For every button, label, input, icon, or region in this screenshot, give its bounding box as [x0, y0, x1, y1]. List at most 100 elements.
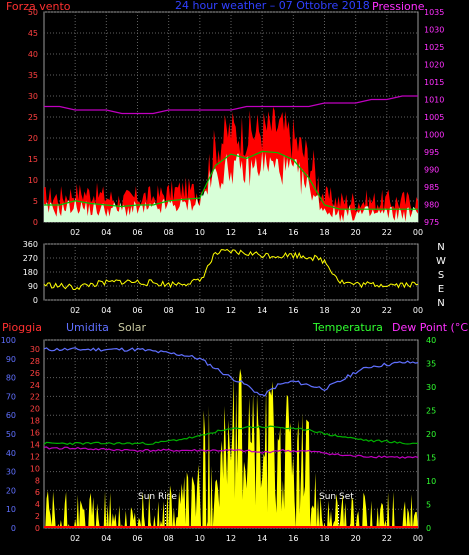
- wind-y-tick: 30: [28, 92, 38, 101]
- humidity-y-tick: 40: [6, 449, 16, 458]
- direction-y-tick: 90: [28, 282, 38, 291]
- rain-y-tick: 14: [30, 440, 40, 449]
- wind-x-tick: 10: [195, 228, 205, 237]
- climate-x-tick: 20: [351, 534, 361, 543]
- rain-y-tick: 2: [35, 512, 40, 521]
- humidity-label: Umidita: [66, 321, 109, 334]
- temperature-y-tick: 0: [426, 524, 431, 533]
- humidity-y-tick: 10: [6, 505, 16, 514]
- pressure-line: [44, 95, 418, 115]
- wind-x-tick: 16: [288, 228, 298, 237]
- pressure-y-tick: 985: [424, 183, 439, 192]
- rain-y-tick: 26: [30, 369, 40, 378]
- pressure-y-tick: 1005: [424, 113, 444, 122]
- direction-y-tick: 180: [23, 268, 38, 277]
- climate-x-tick: 14: [257, 534, 267, 543]
- rain-label: Pioggia: [2, 321, 42, 334]
- climate-x-tick: 12: [226, 534, 236, 543]
- wind-x-tick: 12: [226, 228, 236, 237]
- temperature-y-tick: 25: [426, 407, 436, 416]
- wind-y-tick: 35: [28, 71, 38, 80]
- climate-x-tick: 22: [382, 534, 392, 543]
- chart-title: 24 hour weather – 07 Ottobre 2018: [175, 0, 370, 12]
- pressure-y-tick: 1010: [424, 96, 444, 105]
- wind-avg-area: [44, 151, 418, 222]
- wind-x-tick: 18: [319, 228, 329, 237]
- temperature-y-tick: 35: [426, 360, 436, 369]
- direction-y-tick: 0: [33, 296, 38, 305]
- pressure-y-tick: 1015: [424, 78, 444, 87]
- direction-x-tick: 18: [319, 306, 329, 315]
- pressure-y-tick: 1030: [424, 26, 444, 35]
- wind-x-tick: 14: [257, 228, 267, 237]
- wind-y-tick: 45: [28, 29, 38, 38]
- pressure-y-tick: 980: [424, 201, 439, 210]
- pressure-y-tick: 1020: [424, 61, 444, 70]
- humidity-line: [43, 347, 419, 397]
- compass-letter: S: [438, 270, 444, 281]
- pressure-axis-label: Pressione: [372, 0, 425, 13]
- rain-y-tick: 10: [30, 464, 40, 473]
- direction-x-tick: 20: [351, 306, 361, 315]
- pressure-y-tick: 975: [424, 218, 439, 227]
- rain-y-tick: 24: [30, 381, 40, 390]
- climate-x-tick: 18: [319, 534, 329, 543]
- rain-y-tick: 16: [30, 429, 40, 438]
- wind-x-tick: 08: [164, 228, 174, 237]
- direction-x-tick: 02: [70, 306, 80, 315]
- wind-y-tick: 15: [28, 155, 38, 164]
- climate-x-tick: 02: [70, 534, 80, 543]
- temperature-y-tick: 10: [426, 477, 436, 486]
- rain-y-tick: 28: [30, 357, 40, 366]
- climate-x-tick: 16: [288, 534, 298, 543]
- humidity-y-tick: 50: [6, 430, 16, 439]
- rain-y-tick: 30: [30, 345, 40, 354]
- sunrise-label: Sun Rise: [138, 492, 177, 502]
- rain-y-tick: 22: [30, 393, 40, 402]
- direction-x-tick: 08: [164, 306, 174, 315]
- humidity-y-tick: 20: [6, 486, 16, 495]
- direction-x-tick: 14: [257, 306, 267, 315]
- temperature-y-tick: 15: [426, 454, 436, 463]
- wind-mid-line: [44, 150, 418, 210]
- wind-x-tick: 02: [70, 228, 80, 237]
- compass-letter: N: [437, 298, 444, 309]
- pressure-y-tick: 1000: [424, 131, 444, 140]
- direction-y-tick: 360: [23, 240, 38, 249]
- direction-line: [43, 248, 419, 291]
- solar-label: Solar: [118, 321, 147, 334]
- humidity-y-tick: 0: [11, 524, 16, 533]
- temperature-y-tick: 20: [426, 430, 436, 439]
- compass-letter: W: [436, 256, 446, 267]
- direction-y-tick: 270: [23, 254, 38, 263]
- climate-x-tick: 04: [101, 534, 111, 543]
- wind-x-tick: 20: [351, 228, 361, 237]
- wind-y-tick: 5: [33, 197, 38, 206]
- temperature-y-tick: 5: [426, 501, 431, 510]
- direction-x-tick: 04: [101, 306, 111, 315]
- pressure-y-tick: 990: [424, 166, 439, 175]
- wind-x-tick: 04: [101, 228, 111, 237]
- pressure-y-tick: 995: [424, 148, 439, 157]
- solar-area: [44, 368, 418, 528]
- direction-x-tick: 06: [132, 306, 142, 315]
- rain-y-tick: 4: [35, 500, 40, 509]
- compass-letter: N: [437, 242, 444, 253]
- direction-x-tick: 22: [382, 306, 392, 315]
- humidity-y-tick: 80: [6, 374, 16, 383]
- humidity-y-tick: 100: [1, 336, 16, 345]
- rain-y-tick: 8: [35, 476, 40, 485]
- chart-layer: 0510152025303540455097598098599099510001…: [1, 8, 446, 543]
- wind-x-tick: 22: [382, 228, 392, 237]
- climate-x-tick: 00: [413, 534, 423, 543]
- wind-x-tick: 00: [413, 228, 423, 237]
- direction-x-tick: 00: [413, 306, 423, 315]
- dewpoint-line: [43, 446, 419, 459]
- rain-y-tick: 12: [30, 452, 40, 461]
- wind-y-tick: 25: [28, 113, 38, 122]
- temperature-y-tick: 40: [426, 336, 436, 345]
- humidity-y-tick: 60: [6, 411, 16, 420]
- rain-y-tick: 18: [30, 417, 40, 426]
- compass-letter: E: [438, 284, 444, 295]
